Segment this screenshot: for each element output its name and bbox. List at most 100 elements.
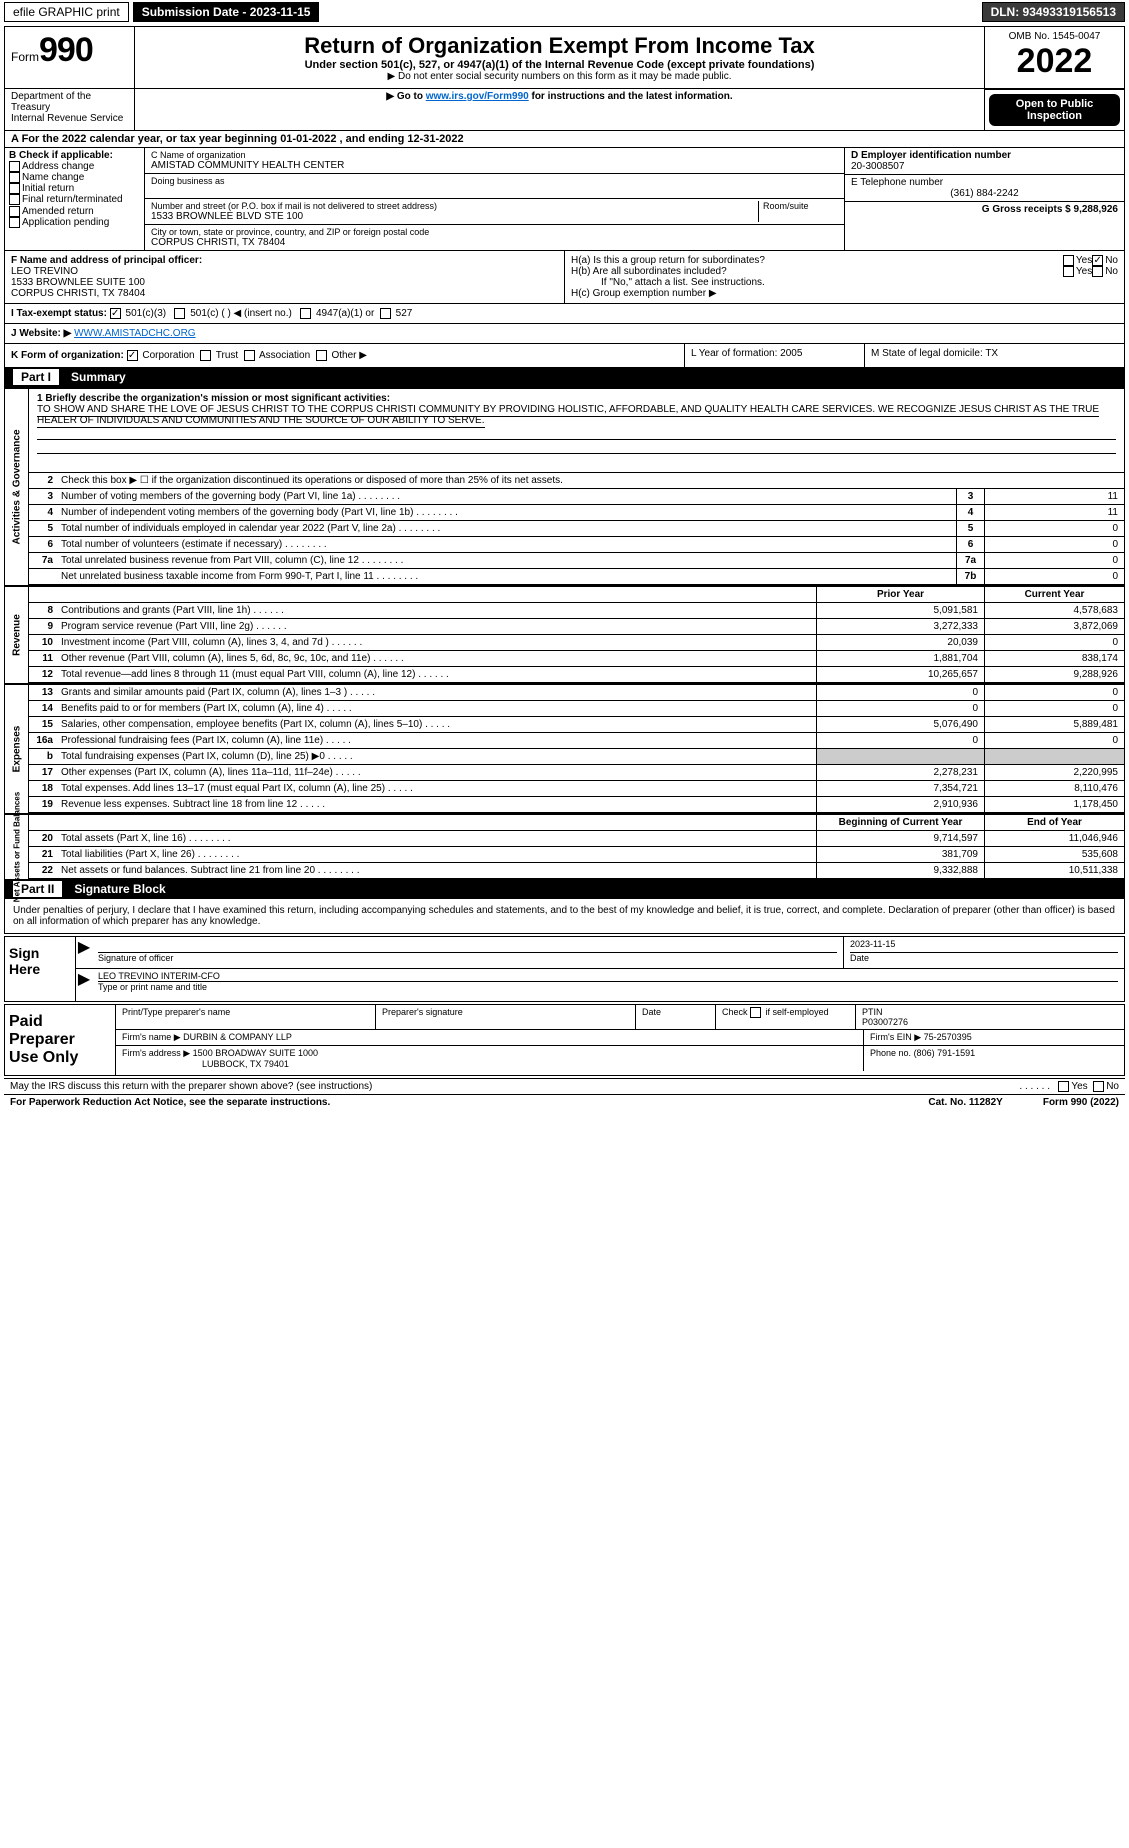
b-item: Application pending xyxy=(9,217,140,228)
year: 2022 xyxy=(989,42,1120,81)
checkbox-icon[interactable] xyxy=(1092,266,1103,277)
part2-header: Part II Signature Block xyxy=(5,879,1124,899)
discuss-row: May the IRS discuss this return with the… xyxy=(4,1078,1125,1094)
table-row: 19Revenue less expenses. Subtract line 1… xyxy=(29,797,1124,813)
instr-suffix: for instructions and the latest informat… xyxy=(529,91,733,102)
checkbox-icon[interactable] xyxy=(1093,1081,1104,1092)
checkbox-icon[interactable] xyxy=(1063,255,1074,266)
dept-row: Department of the Treasury Internal Reve… xyxy=(5,89,1124,130)
revenue-section: Revenue Prior Year Current Year 8Contrib… xyxy=(5,585,1124,683)
section-i: I Tax-exempt status: ✓ 501(c)(3) 501(c) … xyxy=(5,304,1124,323)
b-item: Amended return xyxy=(9,206,140,217)
dln-box: DLN: 93493319156513 xyxy=(982,2,1125,22)
b-item: Final return/terminated xyxy=(9,194,140,205)
table-row: 6Total number of volunteers (estimate if… xyxy=(29,537,1124,553)
hb-note: If "No," attach a list. See instructions… xyxy=(571,277,1118,288)
table-row: 13Grants and similar amounts paid (Part … xyxy=(29,685,1124,701)
checkbox-icon[interactable]: ✓ xyxy=(127,350,138,361)
line-2: 2 Check this box ▶ ☐ if the organization… xyxy=(29,473,1124,489)
checkbox-icon[interactable] xyxy=(9,206,20,217)
hb-label: H(b) Are all subordinates included? xyxy=(571,266,1063,277)
form-warning: ▶ Do not enter social security numbers o… xyxy=(141,71,978,82)
b-item: Name change xyxy=(9,172,140,183)
f-name: LEO TREVINO xyxy=(11,266,558,277)
table-row: bTotal fundraising expenses (Part IX, co… xyxy=(29,749,1124,765)
current-year-header: Current Year xyxy=(984,587,1124,602)
g-value: G Gross receipts $ 9,288,926 xyxy=(982,204,1118,215)
prep-col4: Check if self-employed xyxy=(716,1005,856,1029)
declaration: Under penalties of perjury, I declare th… xyxy=(5,899,1124,933)
checkbox-icon[interactable] xyxy=(9,217,20,228)
checkbox-icon[interactable] xyxy=(750,1007,761,1018)
b-c-d-grid: B Check if applicable: Address change Na… xyxy=(5,147,1124,250)
form-number: 990 xyxy=(39,31,93,69)
mission-label: 1 Briefly describe the organization's mi… xyxy=(37,393,1116,404)
checkbox-icon[interactable]: ✓ xyxy=(1092,255,1103,266)
topbar: efile GRAPHIC print Submission Date - 20… xyxy=(0,0,1129,24)
instructions-link[interactable]: www.irs.gov/Form990 xyxy=(426,91,529,102)
prep-col3: Date xyxy=(636,1005,716,1029)
sig-date: 2023-11-15 xyxy=(850,939,1118,953)
table-row: 21Total liabilities (Part X, line 26) . … xyxy=(29,847,1124,863)
table-row: 16aProfessional fundraising fees (Part I… xyxy=(29,733,1124,749)
discuss-q: May the IRS discuss this return with the… xyxy=(10,1081,1019,1092)
na-header-row: Beginning of Current Year End of Year xyxy=(29,815,1124,831)
section-d-e-g: D Employer identification number 20-3008… xyxy=(844,148,1124,250)
e-label: E Telephone number xyxy=(851,177,1118,188)
checkbox-icon[interactable] xyxy=(9,172,20,183)
i-label: I Tax-exempt status: xyxy=(11,308,107,319)
section-l: L Year of formation: 2005 xyxy=(684,344,864,367)
arrow-icon: ▶ xyxy=(76,969,92,1001)
b-item: Initial return xyxy=(9,183,140,194)
checkbox-icon[interactable] xyxy=(1063,266,1074,277)
f-h-row: F Name and address of principal officer:… xyxy=(5,250,1124,303)
checkbox-icon[interactable] xyxy=(1058,1081,1069,1092)
b-item: Address change xyxy=(9,161,140,172)
checkbox-icon[interactable] xyxy=(174,308,185,319)
k-label: K Form of organization: xyxy=(11,350,124,361)
instr-prefix: ▶ Go to xyxy=(386,91,425,102)
end-year-header: End of Year xyxy=(984,815,1124,830)
c-name: C Name of organization AMISTAD COMMUNITY… xyxy=(145,148,844,174)
section-g: G Gross receipts $ 9,288,926 xyxy=(845,202,1124,217)
date-label: Date xyxy=(850,953,1118,963)
sign-here-label: Sign Here xyxy=(5,937,75,1001)
firm-name: Firm's name ▶ DURBIN & COMPANY LLP xyxy=(116,1030,864,1045)
c-city: City or town, state or province, country… xyxy=(145,225,844,250)
checkbox-icon[interactable] xyxy=(300,308,311,319)
j-label: J Website: ▶ xyxy=(11,328,71,339)
arrow-icon: ▶ xyxy=(76,937,92,968)
section-f: F Name and address of principal officer:… xyxy=(5,251,565,303)
preparer-label: Paid Preparer Use Only xyxy=(5,1005,115,1075)
checkbox-icon[interactable] xyxy=(316,350,327,361)
open-public-box: Open to Public Inspection xyxy=(984,89,1124,130)
table-row: 22Net assets or fund balances. Subtract … xyxy=(29,863,1124,879)
netassets-section: Net Assets or Fund Balances Beginning of… xyxy=(5,813,1124,879)
section-c: C Name of organization AMISTAD COMMUNITY… xyxy=(145,148,844,250)
c-city-value: CORPUS CHRISTI, TX 78404 xyxy=(151,237,838,248)
section-k: K Form of organization: ✓ Corporation Tr… xyxy=(5,344,684,367)
mission-block: 1 Briefly describe the organization's mi… xyxy=(29,389,1124,473)
checkbox-icon[interactable] xyxy=(200,350,211,361)
checkbox-icon[interactable] xyxy=(380,308,391,319)
hc-label: H(c) Group exemption number ▶ xyxy=(571,288,1118,299)
firm-ein: Firm's EIN ▶ 75-2570395 xyxy=(864,1030,1124,1045)
footer-row: For Paperwork Reduction Act Notice, see … xyxy=(4,1094,1125,1110)
omb-label: OMB No. 1545-0047 xyxy=(989,31,1120,42)
j-link[interactable]: WWW.AMISTADCHC.ORG xyxy=(74,328,195,339)
checkbox-icon[interactable] xyxy=(9,161,20,172)
prior-year-header: Prior Year xyxy=(816,587,984,602)
checkbox-icon[interactable] xyxy=(9,183,20,194)
submission-box: Submission Date - 2023-11-15 xyxy=(133,2,320,22)
instructions: ▶ Go to www.irs.gov/Form990 for instruct… xyxy=(135,89,984,130)
prep-col1: Print/Type preparer's name xyxy=(116,1005,376,1029)
efile-box: efile GRAPHIC print xyxy=(4,2,129,22)
table-row: 18Total expenses. Add lines 13–17 (must … xyxy=(29,781,1124,797)
i-row: I Tax-exempt status: ✓ 501(c)(3) 501(c) … xyxy=(5,303,1124,323)
checkbox-icon[interactable]: ✓ xyxy=(110,308,121,319)
checkbox-icon[interactable] xyxy=(244,350,255,361)
ha-label: H(a) Is this a group return for subordin… xyxy=(571,255,1063,266)
checkbox-icon[interactable] xyxy=(9,194,20,205)
year-box: OMB No. 1545-0047 2022 xyxy=(984,27,1124,88)
c-name-label: C Name of organization xyxy=(151,150,838,160)
